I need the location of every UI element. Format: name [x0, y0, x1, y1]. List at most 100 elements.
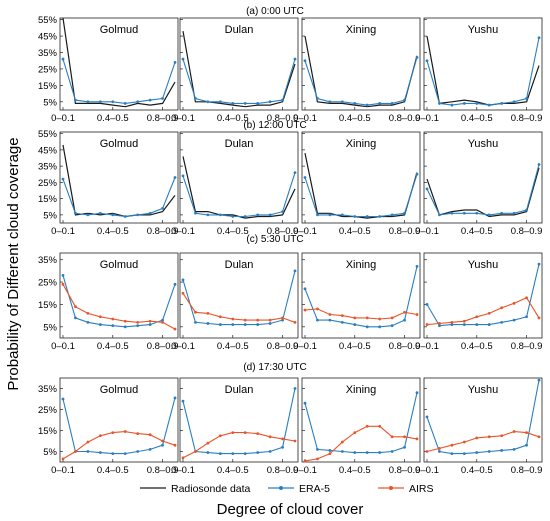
- data-point: [293, 269, 297, 273]
- data-point: [281, 445, 284, 449]
- data-point: [86, 213, 90, 217]
- data-point: [136, 432, 140, 436]
- data-point: [537, 378, 541, 382]
- x-tick-label: 0.4–0.5: [339, 465, 371, 476]
- y-tick-label: 45%: [38, 32, 58, 43]
- x-tick-label: 0.4–0.5: [217, 341, 249, 352]
- data-point: [353, 316, 357, 320]
- data-point: [525, 431, 528, 434]
- data-point: [86, 450, 90, 453]
- data-point: [256, 432, 260, 436]
- y-tick-label: 45%: [38, 145, 58, 156]
- station-label: Yushu: [468, 259, 499, 271]
- data-point: [268, 322, 272, 325]
- x-tick-label: 0.8–0.9: [511, 226, 543, 237]
- series-line: [62, 431, 176, 460]
- plot-frame: [423, 252, 543, 339]
- data-point: [303, 176, 307, 179]
- y-tick-label: 35%: [38, 48, 58, 59]
- data-point: [148, 448, 152, 451]
- series-line: [62, 284, 176, 330]
- data-point: [415, 265, 419, 268]
- data-point: [316, 448, 319, 451]
- data-point: [231, 323, 235, 326]
- data-point: [111, 100, 115, 104]
- data-point: [475, 315, 479, 319]
- data-point: [512, 318, 516, 322]
- data-point: [256, 323, 260, 326]
- data-point: [438, 450, 441, 453]
- data-point: [206, 451, 210, 454]
- x-tick-label: 0–0.1: [293, 113, 317, 124]
- data-point: [98, 451, 102, 454]
- data-point: [218, 100, 222, 104]
- panel-row-title: (a) 0:00 UTC: [246, 6, 304, 17]
- data-point: [148, 211, 152, 215]
- data-point: [74, 98, 77, 102]
- data-point: [415, 313, 419, 316]
- data-point: [86, 311, 90, 315]
- series-line: [182, 270, 296, 326]
- data-point: [123, 325, 127, 329]
- data-point: [316, 457, 319, 461]
- plot-frame: [423, 377, 543, 463]
- data-point: [340, 440, 344, 444]
- series-line: [426, 167, 540, 218]
- plot-frame: [301, 17, 421, 111]
- x-tick-label: 0.4–0.5: [217, 113, 249, 124]
- data-point: [390, 450, 394, 453]
- data-point: [328, 213, 332, 217]
- x-tick-label: 0.8–0.9: [267, 226, 299, 237]
- data-point: [475, 102, 479, 105]
- data-point: [243, 102, 247, 105]
- data-point: [462, 211, 466, 215]
- data-point: [365, 103, 369, 107]
- data-point: [194, 320, 197, 324]
- data-point: [123, 452, 127, 455]
- data-point: [243, 318, 247, 322]
- data-point: [173, 176, 177, 179]
- data-point: [268, 213, 272, 217]
- data-point: [303, 459, 307, 463]
- data-point: [181, 456, 185, 460]
- series-line: [182, 30, 296, 108]
- data-point: [462, 319, 466, 323]
- x-tick-label: 0.8–0.9: [389, 113, 421, 124]
- data-point: [512, 430, 516, 433]
- data-point: [218, 315, 222, 319]
- x-axis-label: Degree of cloud cover: [217, 501, 364, 518]
- series-line: [182, 432, 296, 459]
- data-point: [86, 440, 90, 444]
- data-point: [415, 391, 419, 395]
- data-point: [500, 102, 504, 105]
- x-tick-label: 0.4–0.5: [97, 341, 129, 352]
- station-label: Yushu: [468, 24, 499, 36]
- data-point: [181, 57, 185, 61]
- x-tick-label: 0.8–0.9: [147, 341, 179, 352]
- data-point: [231, 102, 235, 105]
- data-point: [462, 323, 466, 326]
- data-point: [218, 434, 222, 438]
- data-point: [74, 305, 77, 309]
- data-point: [537, 316, 541, 320]
- data-point: [403, 318, 406, 322]
- data-point: [316, 307, 319, 311]
- data-point: [231, 317, 235, 321]
- series-line: [304, 266, 418, 328]
- x-tick-label: 0.4–0.5: [461, 341, 493, 352]
- data-point: [268, 450, 272, 453]
- data-point: [450, 103, 454, 107]
- series-line: [304, 152, 418, 219]
- data-point: [500, 211, 504, 215]
- data-point: [316, 97, 319, 100]
- station-label: Xining: [346, 259, 377, 271]
- data-point: [136, 100, 140, 104]
- data-point: [365, 325, 369, 329]
- data-point: [378, 451, 382, 454]
- series-line: [426, 379, 540, 455]
- series-line: [304, 57, 418, 106]
- data-point: [316, 213, 319, 217]
- data-point: [281, 316, 284, 320]
- data-point: [487, 213, 491, 217]
